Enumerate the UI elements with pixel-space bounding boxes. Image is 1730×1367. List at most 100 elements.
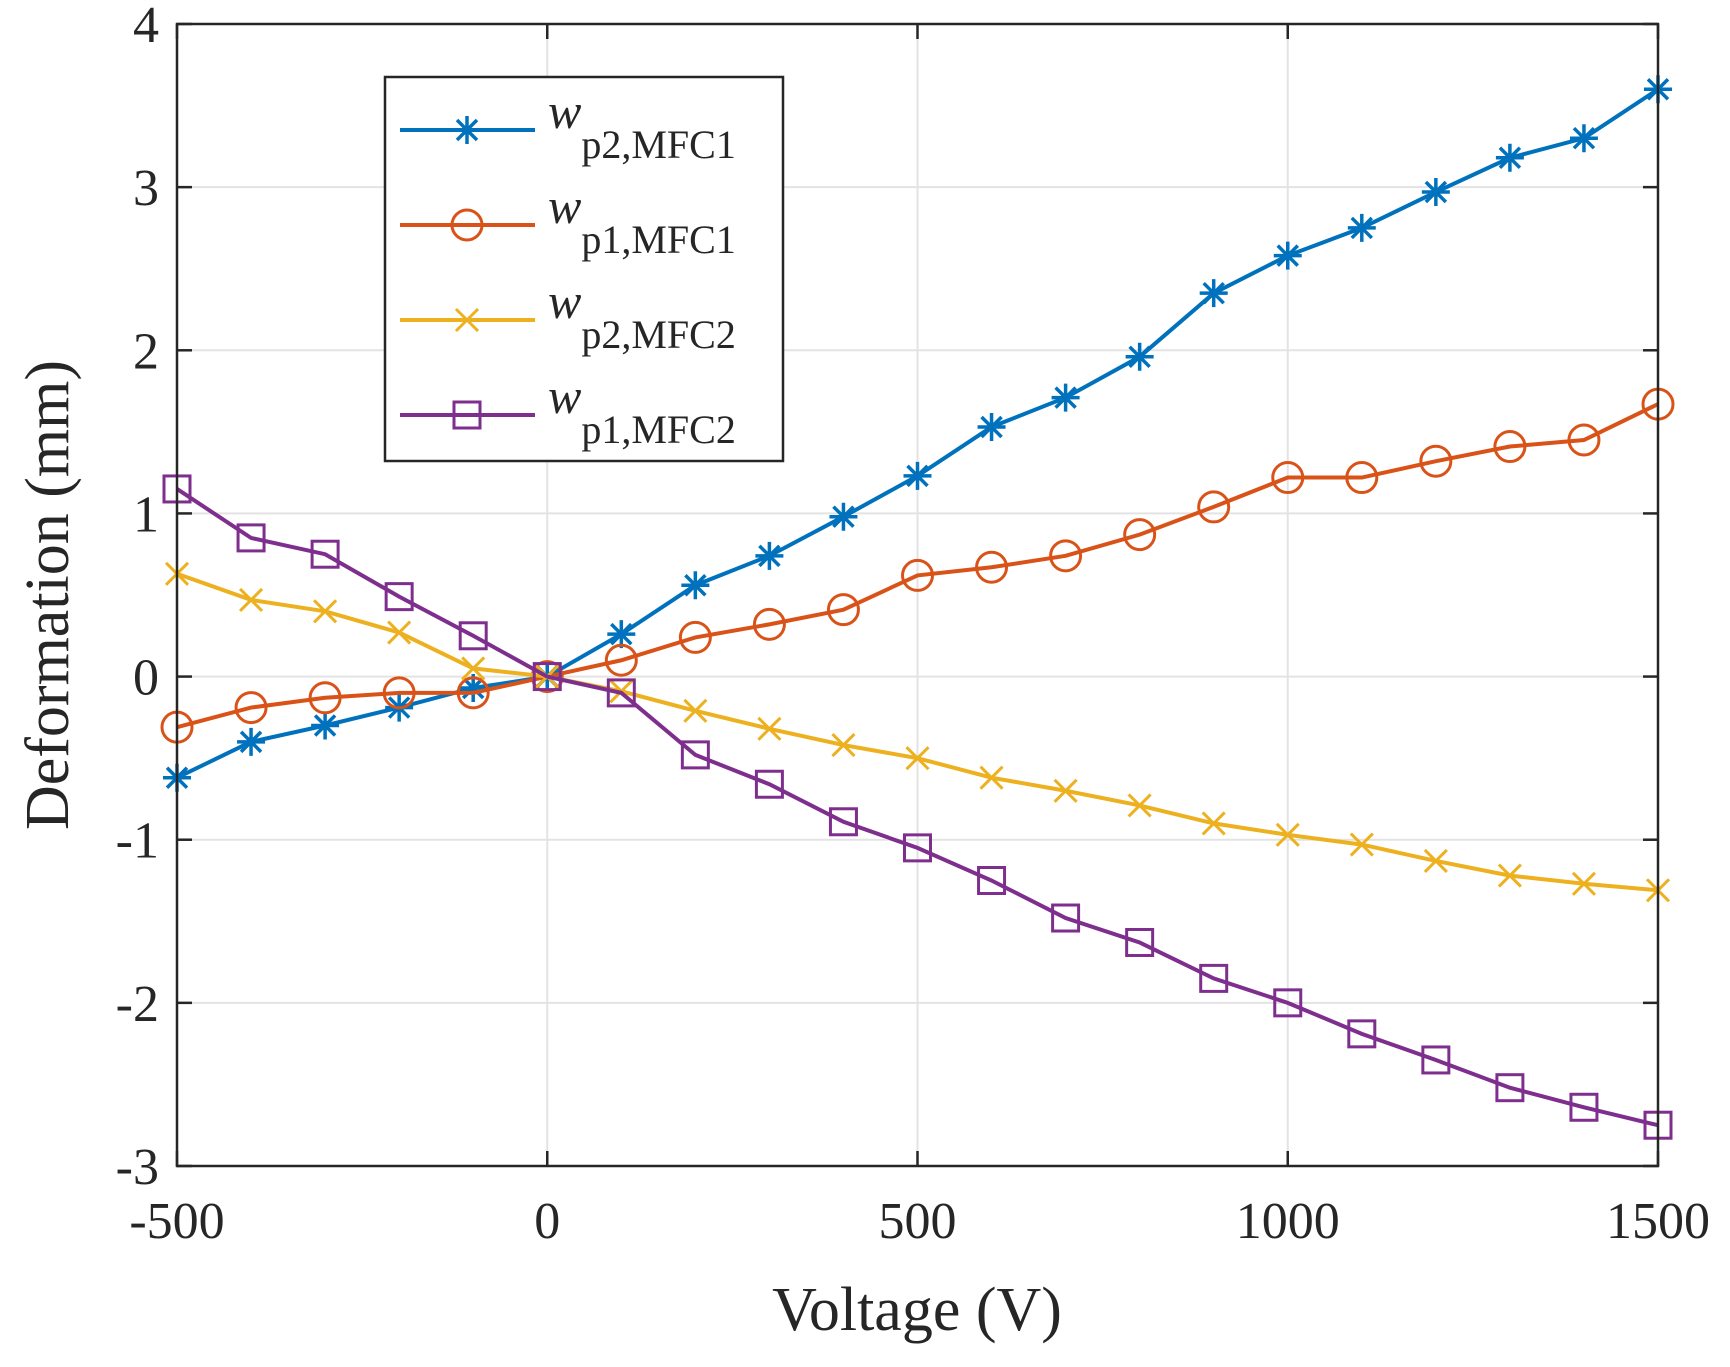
data-point	[1051, 383, 1080, 412]
circle-marker	[1271, 461, 1305, 495]
data-point	[829, 502, 858, 531]
square-marker	[1495, 1073, 1525, 1103]
x-marker	[905, 746, 930, 771]
circle-marker	[456, 676, 490, 710]
data-point	[1127, 793, 1152, 818]
data-point	[1125, 342, 1154, 371]
x-marker	[1275, 822, 1300, 847]
circle-marker	[1567, 423, 1601, 457]
series-line	[175, 487, 1659, 1128]
legend-box	[383, 75, 785, 463]
square-marker	[236, 523, 266, 553]
data-point	[1051, 903, 1081, 933]
asterisk-marker	[755, 541, 784, 570]
legend-subscript: p2,MFC1	[581, 122, 736, 167]
data-point	[310, 539, 340, 569]
data-point	[604, 643, 638, 677]
square-marker	[532, 662, 562, 692]
series-asterisk	[163, 75, 1672, 792]
asterisk-marker	[1421, 178, 1450, 207]
square-marker	[1569, 1092, 1599, 1122]
x-marker	[454, 307, 480, 333]
data-point	[1271, 461, 1305, 495]
asterisk-marker	[453, 116, 481, 144]
data-point	[1493, 430, 1527, 464]
data-point	[678, 620, 712, 654]
data-point	[754, 769, 784, 799]
series-square	[162, 474, 1673, 1140]
square-marker	[1347, 1019, 1377, 1049]
data-point	[903, 461, 932, 490]
legend-subscript: p1,MFC1	[581, 217, 736, 262]
data-point	[681, 571, 710, 600]
circle-marker	[1419, 444, 1453, 478]
data-point	[382, 676, 416, 710]
asterisk-marker	[237, 727, 266, 756]
x-tick-label: -500	[129, 1193, 224, 1250]
y-tick-label: 3	[133, 160, 159, 217]
data-point	[1049, 539, 1083, 573]
circle-marker	[826, 593, 860, 627]
circle-marker	[901, 558, 934, 592]
x-marker	[1201, 811, 1226, 836]
data-point	[1125, 927, 1155, 957]
series-circle	[160, 387, 1675, 744]
circle-marker	[1345, 461, 1379, 495]
data-point	[308, 681, 342, 715]
data-point	[532, 662, 562, 692]
square-marker	[680, 740, 710, 770]
x-tick-label: 0	[534, 1193, 560, 1250]
data-point	[1419, 444, 1453, 478]
data-point	[977, 412, 1006, 441]
data-point	[452, 400, 482, 430]
x-marker	[1497, 863, 1522, 888]
data-point	[236, 523, 266, 553]
x-marker	[1571, 871, 1597, 896]
circle-marker	[382, 676, 416, 710]
data-point	[1347, 213, 1376, 242]
circle-marker	[975, 550, 1009, 584]
legend-subscript: p1,MFC2	[581, 407, 736, 452]
x-marker	[313, 599, 338, 624]
data-point	[1569, 124, 1598, 153]
data-point	[1569, 1092, 1599, 1122]
data-point	[238, 587, 264, 612]
legend-symbol: w	[548, 178, 581, 234]
data-point	[606, 678, 636, 708]
asterisk-marker	[311, 711, 340, 740]
circle-marker	[450, 208, 484, 242]
asterisk-marker	[459, 673, 488, 702]
asterisk-marker	[1125, 342, 1154, 371]
square-marker	[828, 807, 858, 837]
asterisk-marker	[1347, 213, 1376, 242]
ticks: -500 0 500 1000 1500 -3 -2 -1 0 1 2 3 4	[116, 0, 1710, 1250]
circle-marker	[604, 643, 638, 677]
legend-label: wp2,MFC1	[548, 83, 736, 167]
asterisk-marker	[607, 620, 636, 649]
x-marker	[979, 765, 1004, 790]
circle-marker	[308, 681, 342, 715]
data-point	[1199, 279, 1228, 308]
data-point	[1201, 811, 1226, 836]
data-point	[1345, 461, 1379, 495]
x-marker	[1053, 778, 1078, 803]
data-point	[237, 727, 266, 756]
x-marker	[831, 733, 856, 758]
circle-marker	[1197, 490, 1231, 524]
series-layer	[160, 75, 1675, 1140]
data-point	[1197, 490, 1231, 524]
square-marker	[977, 866, 1007, 895]
data-point	[454, 307, 480, 333]
square-marker	[1199, 963, 1229, 993]
asterisk-marker	[903, 461, 932, 490]
x-marker	[238, 587, 264, 612]
data-point	[1053, 778, 1078, 803]
legend-item: wp1,MFC2	[400, 368, 736, 452]
x-tick-label: 1500	[1606, 1193, 1710, 1250]
y-tick-label: -1	[116, 813, 159, 870]
data-point	[1421, 178, 1450, 207]
data-point	[1273, 988, 1303, 1018]
data-point	[977, 866, 1007, 895]
square-marker	[903, 833, 932, 863]
